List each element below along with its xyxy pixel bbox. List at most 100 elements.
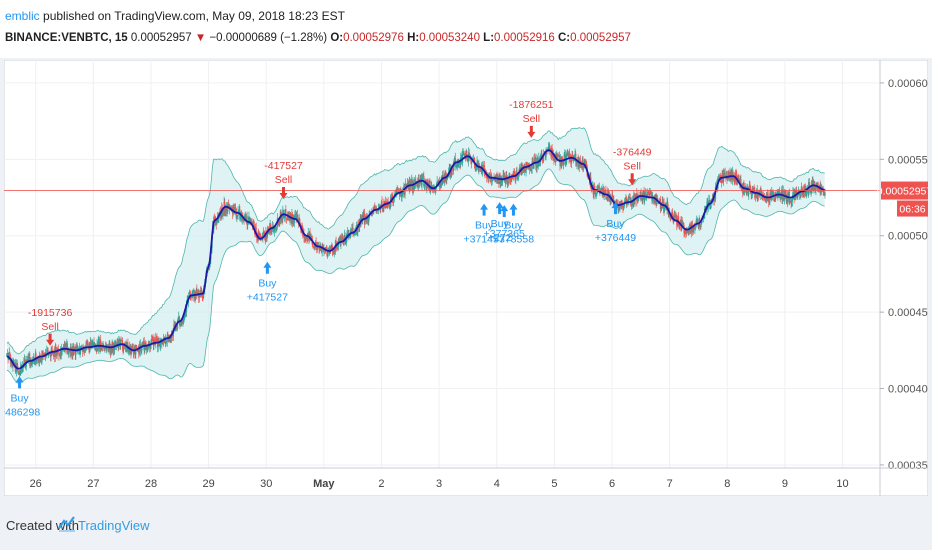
candle-body [343, 235, 346, 239]
candle-body [17, 371, 19, 375]
candle-body [620, 201, 622, 206]
grid-lines [4, 60, 880, 468]
candle-body [341, 236, 343, 240]
candle-body [574, 153, 576, 157]
candle-body [53, 349, 55, 357]
candle-body [534, 157, 536, 160]
candle-body [664, 206, 666, 211]
x-tick-label: 30 [260, 478, 272, 490]
candle-body [572, 157, 574, 161]
candle-body [537, 164, 539, 167]
candle-body [396, 188, 398, 192]
candle-body [374, 205, 376, 209]
candle-body [630, 200, 632, 206]
candle-body [434, 187, 436, 191]
candle-body [423, 185, 426, 187]
candle-body [776, 193, 778, 194]
candle-body [430, 185, 432, 187]
author-link[interactable]: emblic [5, 9, 40, 23]
candle-body [408, 181, 410, 187]
candle-body [686, 230, 688, 234]
x-axis[interactable]: 26 27 28 29 30 May 2 3 4 5 6 7 8 9 10 [4, 467, 928, 490]
candle-body [31, 362, 33, 366]
symbol-label[interactable]: BINANCE:VENBTC, 15 [5, 32, 128, 44]
candle-body [495, 179, 497, 182]
candle-body [327, 250, 329, 254]
candle-body [165, 342, 167, 345]
candle-body [144, 343, 146, 352]
candle-body [381, 201, 383, 208]
candle-body [407, 182, 409, 187]
candle-body [598, 186, 600, 192]
candle-body [575, 153, 577, 162]
candle-body [105, 346, 107, 350]
candle-body [279, 220, 281, 225]
candle-body [756, 189, 758, 199]
candle-body [466, 158, 468, 160]
candle-body [262, 232, 265, 234]
candle-body [522, 169, 524, 171]
candle-body [747, 189, 749, 195]
candle-body [373, 205, 375, 208]
candle-body [69, 351, 71, 353]
candle-body [452, 165, 454, 172]
candle-body [477, 161, 479, 164]
y-axis[interactable]: 0.00060000 0.00055000 0.00050000 0.00045000… [879, 60, 928, 496]
candle-body [564, 154, 566, 156]
candle-body [294, 214, 297, 216]
candle-body [422, 175, 424, 177]
candle-body [814, 185, 816, 192]
candle-body [817, 186, 819, 189]
candle-body [486, 174, 488, 178]
candle-body [310, 237, 312, 239]
candle-body [527, 163, 529, 166]
candle-body [554, 155, 556, 163]
candle-body [454, 157, 456, 165]
candle-body [112, 341, 114, 351]
candle-body [126, 342, 128, 347]
candle-body [261, 236, 263, 239]
candle-body [551, 147, 553, 155]
candle-body [351, 227, 354, 230]
candle-body [797, 195, 799, 198]
candle-body [627, 203, 629, 205]
candle-body [727, 171, 729, 180]
candle-body [196, 289, 198, 295]
candle-body [136, 350, 139, 352]
candle-body [339, 238, 341, 241]
candle-body [84, 350, 87, 351]
candle-body [333, 249, 335, 255]
candle-body [46, 349, 49, 351]
candle-body [726, 179, 729, 181]
candle-body [16, 363, 18, 367]
tradingview-brand[interactable]: TradingView [78, 518, 150, 533]
candle-body [633, 194, 635, 203]
candle-body [448, 167, 450, 172]
candle-body [342, 236, 344, 241]
candle-body [155, 337, 157, 344]
candle-body [410, 181, 412, 186]
candle-body [195, 289, 197, 294]
candle-body [402, 191, 404, 193]
candle-body [431, 188, 433, 190]
candle-body [791, 199, 793, 202]
candle-body [290, 216, 292, 224]
candle-body [754, 191, 756, 198]
candle-body [663, 202, 665, 211]
trade-markers: Buy +486298 Sell -1915736 Buy +417527 Sell -417… [4, 99, 652, 418]
candle-body [501, 181, 503, 183]
candle-body [181, 320, 183, 324]
candle-body [567, 154, 569, 157]
candle-body [230, 206, 232, 209]
candle-body [689, 224, 691, 228]
candle-body [667, 202, 669, 208]
candle-body [110, 347, 113, 353]
candle-body [815, 182, 818, 187]
candle-body [127, 351, 130, 352]
candle-body [154, 343, 156, 345]
candle-body [84, 350, 86, 353]
candle-body [340, 237, 343, 240]
candle-body [377, 210, 379, 212]
candle-body [429, 186, 432, 193]
